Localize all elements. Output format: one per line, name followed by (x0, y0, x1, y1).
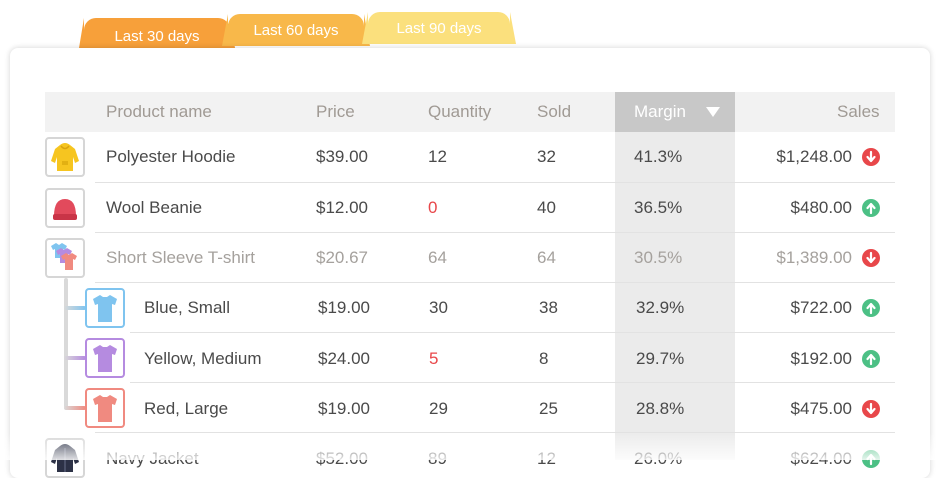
margin-value: 28.8% (636, 399, 685, 418)
margin-value: 36.5% (634, 198, 683, 217)
sales-value: $480.00 (790, 198, 852, 217)
column-header-price[interactable]: Price (316, 102, 355, 121)
variant-connector (64, 406, 86, 410)
sold-value: 25 (539, 399, 558, 418)
sold-value: 32 (537, 147, 556, 166)
margin-value: 30.5% (634, 248, 683, 267)
arrow-down-icon (862, 148, 880, 166)
tab-label: Last 90 days (396, 20, 482, 37)
sales-value: $475.00 (790, 399, 852, 418)
tab-last-60-days[interactable]: Last 60 days (222, 14, 370, 46)
sold-value: 64 (537, 248, 556, 267)
red-beanie-icon[interactable] (45, 188, 85, 228)
price-value: $12.00 (316, 198, 368, 217)
column-header-quantity[interactable]: Quantity (428, 102, 492, 121)
row-divider (95, 232, 895, 233)
product-name[interactable]: Polyester Hoodie (106, 147, 236, 166)
margin-value: 32.9% (636, 298, 685, 317)
variant-name[interactable]: Blue, Small (144, 298, 230, 317)
arrow-up-icon (862, 350, 880, 368)
sort-descending-icon[interactable] (706, 107, 720, 117)
blue-tshirt-icon[interactable] (85, 288, 125, 328)
arrow-up-icon (862, 299, 880, 317)
arrow-up-icon (862, 199, 880, 217)
product-name[interactable]: Wool Beanie (106, 198, 203, 217)
yellow-hoodie-icon[interactable] (45, 137, 85, 177)
sales-value: $1,248.00 (776, 147, 852, 166)
quantity-value: 64 (428, 248, 447, 267)
arrow-down-icon (862, 400, 880, 418)
tab-last-90-days[interactable]: Last 90 days (362, 12, 516, 44)
price-value: $20.67 (316, 248, 368, 267)
quantity-value: 12 (428, 147, 447, 166)
purple-tshirt-icon[interactable] (85, 338, 125, 378)
price-value: $39.00 (316, 147, 368, 166)
sales-value: $1,389.00 (776, 248, 852, 267)
variant-name[interactable]: Yellow, Medium (144, 349, 262, 368)
column-header-sales[interactable]: Sales (837, 102, 880, 121)
margin-value: 29.7% (636, 349, 685, 368)
margin-column-highlight (615, 92, 735, 460)
red-tshirt-icon[interactable] (85, 388, 125, 428)
row-divider (130, 382, 895, 383)
row-divider (95, 282, 895, 283)
column-header-margin[interactable]: Margin (634, 102, 686, 121)
quantity-value-out-of-stock: 0 (428, 198, 438, 217)
variant-name[interactable]: Red, Large (144, 399, 229, 418)
tab-label: Last 30 days (114, 28, 200, 45)
quantity-value: 29 (429, 399, 448, 418)
product-name[interactable]: Short Sleeve T-shirt (106, 248, 255, 267)
sold-value: 40 (537, 198, 556, 217)
variant-connector (64, 356, 86, 360)
row-divider (130, 332, 895, 333)
price-value: $19.00 (318, 298, 370, 317)
column-header-product[interactable]: Product name (106, 102, 212, 121)
sales-value: $192.00 (790, 349, 852, 368)
quantity-value: 30 (429, 298, 448, 317)
tshirt-stack-icon[interactable] (45, 238, 85, 278)
quantity-value-low-stock: 5 (429, 349, 439, 368)
sales-value: $722.00 (790, 298, 852, 317)
margin-value: 41.3% (634, 147, 683, 166)
price-value: $19.00 (318, 399, 370, 418)
column-header-sold[interactable]: Sold (537, 102, 572, 121)
sold-value: 8 (539, 349, 549, 368)
table-header (45, 92, 895, 132)
bottom-fade (0, 432, 940, 460)
variant-connector (64, 306, 86, 310)
variant-tree-line (64, 278, 68, 408)
arrow-down-icon (862, 249, 880, 267)
sold-value: 38 (539, 298, 558, 317)
row-divider (95, 182, 895, 183)
price-value: $24.00 (318, 349, 370, 368)
tab-label: Last 60 days (253, 22, 339, 39)
